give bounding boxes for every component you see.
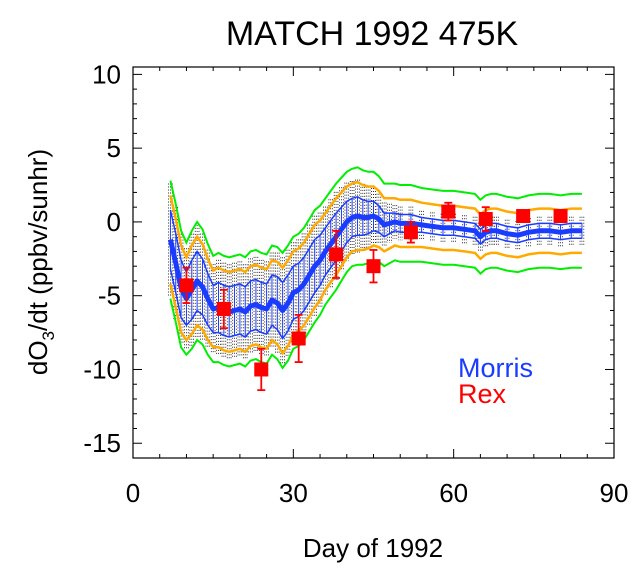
- rex-point: [291, 331, 306, 346]
- y-axis-label-suffix: /dt (ppbv/sunhr): [23, 149, 53, 331]
- rex-point: [553, 209, 568, 224]
- y-axis-label-prefix: dO: [23, 340, 53, 375]
- orange-upper-line: [169, 180, 582, 274]
- rex-point: [254, 362, 269, 377]
- y-tick-label: -10: [83, 354, 121, 384]
- rex-point: [179, 278, 194, 293]
- rex-series: [179, 201, 568, 392]
- y-tick-label: -15: [83, 428, 121, 458]
- rex-point: [329, 247, 344, 262]
- y-axis-label-subscript: 3: [39, 331, 58, 340]
- y-tick-label: 5: [107, 133, 121, 163]
- rex-point: [516, 209, 531, 224]
- x-axis-label: Day of 1992: [303, 533, 443, 563]
- y-tick-label: 0: [107, 207, 121, 237]
- rex-point: [478, 211, 493, 226]
- x-tick-label: 30: [279, 478, 308, 508]
- rex-point: [403, 225, 418, 240]
- y-tick-label: -5: [98, 281, 121, 311]
- legend-rex: Rex: [458, 379, 507, 409]
- axes: 0 30 60 90 10 5 0 -5 -10 -15: [83, 59, 628, 508]
- green-envelope: [169, 166, 582, 370]
- green-upper-line: [169, 166, 582, 259]
- x-tick-label: 60: [439, 478, 468, 508]
- green-lower-line: [169, 259, 582, 370]
- rex-point: [366, 259, 381, 274]
- legend-morris: Morris: [458, 353, 533, 383]
- chart-title: MATCH 1992 475K: [226, 15, 519, 53]
- y-axis-label: dO3/dt (ppbv/sunhr): [23, 149, 58, 375]
- rex-point: [216, 301, 231, 316]
- y-tick-label: 10: [92, 59, 121, 89]
- x-tick-label: 0: [126, 478, 140, 508]
- rex-point: [441, 204, 456, 219]
- x-tick-label: 90: [600, 478, 629, 508]
